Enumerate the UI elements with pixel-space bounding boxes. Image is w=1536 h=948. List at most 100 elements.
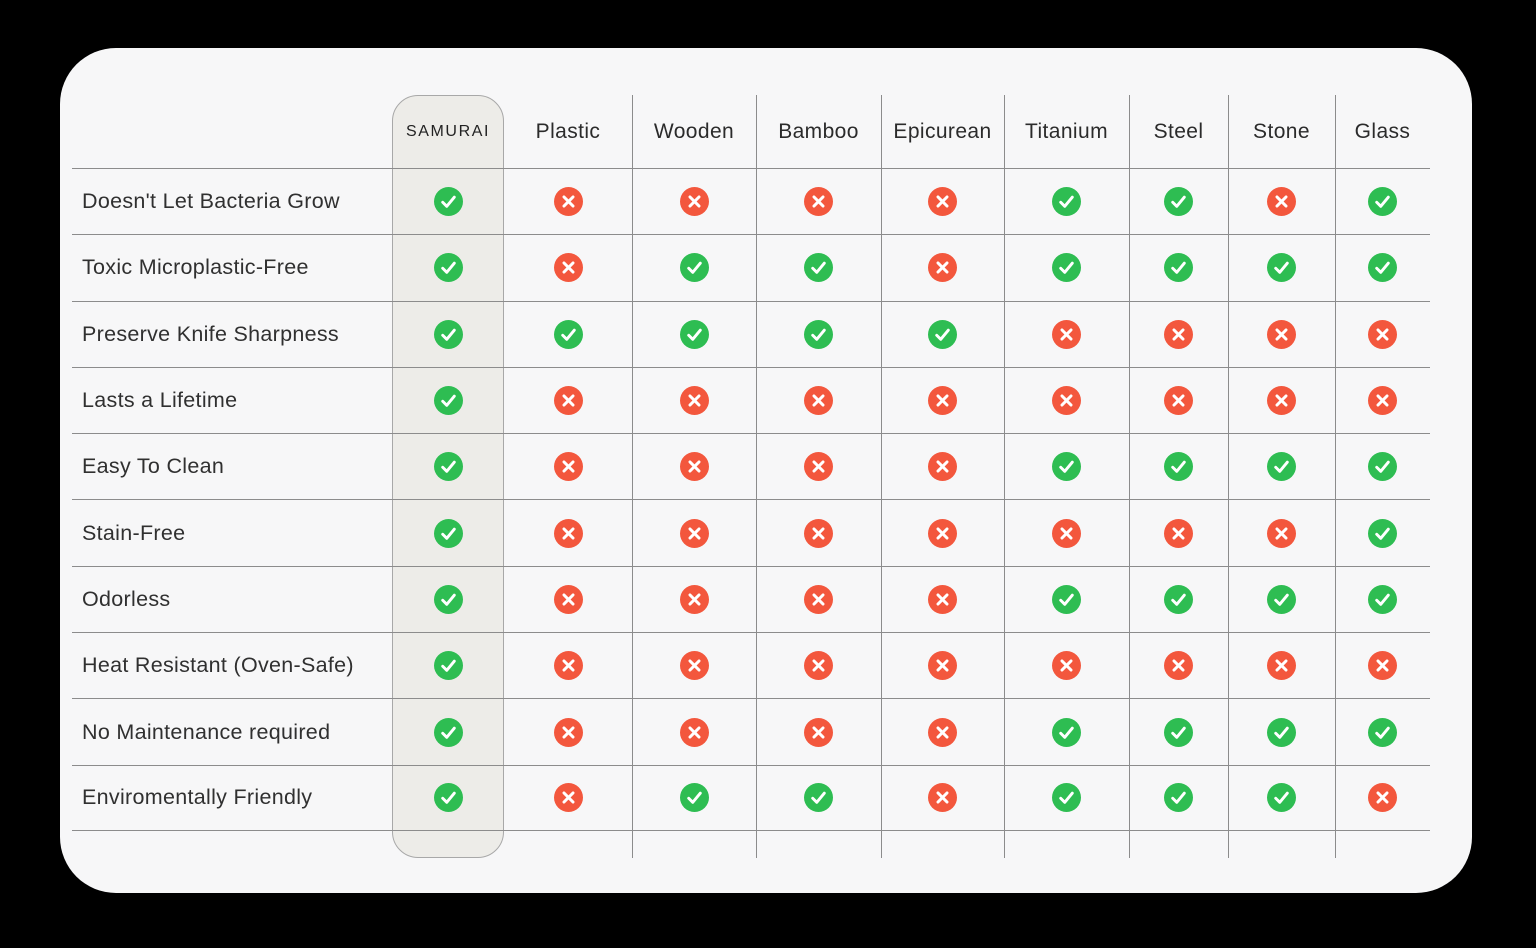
table-cell: [1129, 764, 1228, 831]
table-cell: [632, 565, 756, 632]
table-cell: [1335, 300, 1430, 367]
cross-icon: [804, 651, 833, 681]
check-icon: [1267, 253, 1296, 283]
table-cell: [632, 234, 756, 300]
check-icon: [433, 187, 463, 217]
cross-icon: [804, 452, 833, 482]
check-icon: [1164, 584, 1193, 614]
table-cell: [1228, 300, 1335, 367]
cross-icon: [679, 386, 709, 416]
comparison-card: SAMURAI Plastic Wooden Bamboo Epicurean Titan…: [60, 48, 1472, 893]
table-cell: [1335, 764, 1430, 831]
table-cell: [1335, 698, 1430, 764]
table-cell: [1228, 764, 1335, 831]
column-header-steel: Steel: [1153, 119, 1204, 143]
cross-icon: [553, 452, 583, 482]
row-label: Heat Resistant (Oven-Safe): [72, 632, 392, 698]
cross-icon: [928, 452, 957, 482]
column-header-glass: Glass: [1354, 119, 1411, 143]
cross-icon: [928, 253, 957, 283]
check-icon: [433, 319, 463, 349]
check-icon: [679, 319, 709, 349]
cross-icon: [1052, 319, 1081, 349]
cross-icon: [553, 518, 583, 548]
check-icon: [1368, 253, 1397, 283]
check-icon: [1052, 187, 1081, 217]
cross-icon: [928, 518, 957, 548]
check-icon: [1368, 452, 1397, 482]
column-header-samurai: SAMURAI: [405, 122, 491, 140]
table-cell: [632, 698, 756, 764]
table-cell: [1004, 234, 1129, 300]
cross-icon: [679, 584, 709, 614]
cross-icon: [928, 187, 957, 217]
cross-icon: [553, 187, 583, 217]
table-cell: [1335, 234, 1430, 300]
table-cell: [1228, 499, 1335, 565]
cross-icon: [1267, 651, 1296, 681]
cross-icon: [1368, 319, 1397, 349]
cross-icon: [679, 651, 709, 681]
check-icon: [804, 319, 833, 349]
table-cell: [392, 565, 504, 632]
table-cell: [881, 764, 1004, 831]
check-icon: [1052, 253, 1081, 283]
cross-icon: [679, 452, 709, 482]
check-icon: [1368, 518, 1397, 548]
table-cell: [1129, 565, 1228, 632]
table-cell: [1129, 234, 1228, 300]
cross-icon: [679, 518, 709, 548]
cross-icon: [1164, 651, 1193, 681]
column-separator-line: [632, 95, 633, 858]
column-separator-line: [1228, 95, 1229, 858]
check-icon: [679, 783, 709, 813]
row-label: Lasts a Lifetime: [72, 366, 392, 433]
cross-icon: [804, 518, 833, 548]
table-cell: [392, 433, 504, 499]
table-cell: [1004, 499, 1129, 565]
table-cell: [881, 300, 1004, 367]
table-cell: [392, 234, 504, 300]
check-icon: [1164, 452, 1193, 482]
cross-icon: [1164, 386, 1193, 416]
table-cell: [1129, 499, 1228, 565]
table-cell: [1129, 632, 1228, 698]
column-separator-line: [1004, 95, 1005, 858]
table-cell: [392, 698, 504, 764]
table-cell: [1129, 168, 1228, 234]
cross-icon: [553, 386, 583, 416]
table-cell: [1004, 698, 1129, 764]
column-separator-line: [756, 95, 757, 858]
check-icon: [1267, 452, 1296, 482]
check-icon: [928, 319, 957, 349]
cross-icon: [1368, 783, 1397, 813]
table-cell: [504, 764, 632, 831]
table-cell: [504, 632, 632, 698]
table-cell: [756, 764, 881, 831]
table-cell: [881, 168, 1004, 234]
check-icon: [1267, 584, 1296, 614]
table-cell: [392, 632, 504, 698]
table-cell: [632, 499, 756, 565]
check-icon: [1164, 717, 1193, 747]
cross-icon: [928, 651, 957, 681]
check-icon: [679, 253, 709, 283]
check-icon: [433, 253, 463, 283]
cross-icon: [1164, 319, 1193, 349]
table-cell: [756, 698, 881, 764]
cross-icon: [553, 783, 583, 813]
column-header-bamboo: Bamboo: [778, 119, 859, 143]
table-cell: [756, 565, 881, 632]
table-cell: [1228, 698, 1335, 764]
column-header-epicurean: Epicurean: [893, 119, 992, 143]
cross-icon: [928, 386, 957, 416]
cross-icon: [928, 584, 957, 614]
cross-icon: [1267, 187, 1296, 217]
table-cell: [392, 168, 504, 234]
cross-icon: [804, 386, 833, 416]
table-cell: [756, 234, 881, 300]
table-cell: [756, 366, 881, 433]
cross-icon: [1267, 518, 1296, 548]
check-icon: [1052, 717, 1081, 747]
cross-icon: [1164, 518, 1193, 548]
